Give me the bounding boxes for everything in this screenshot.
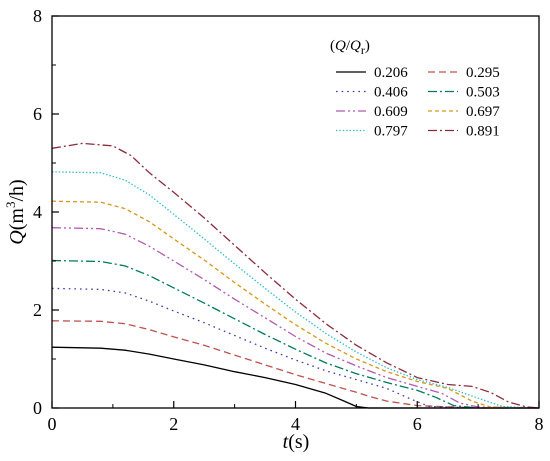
x-tick-label: 2: [169, 414, 178, 434]
y-axis-label-unit-post: /h): [6, 179, 28, 201]
legend-title-open: (: [330, 38, 335, 54]
series-line-0.609: [51, 227, 540, 409]
legend-label-0.797: 0.797: [374, 124, 408, 140]
legend-items: 0.206 0.295 0.406 0.503 0.609 0.697 0.797 0.891: [336, 65, 500, 140]
y-axis-label-var: Q: [6, 230, 28, 245]
y-axis-label-unit-sup: 3: [3, 202, 18, 209]
legend-label-0.406: 0.406: [374, 85, 408, 101]
legend-title-q: Q: [335, 38, 346, 54]
series-line-0.406: [51, 287, 539, 409]
y-tick-label: 6: [33, 104, 42, 124]
x-axis-label: t(s): [283, 431, 310, 453]
series-line-0.797: [51, 171, 540, 409]
series-line-0.891: [51, 142, 540, 409]
legend-title-close: ): [365, 38, 370, 54]
x-tick-label: 4: [291, 414, 300, 434]
y-axis-label: Q(m3/h): [3, 179, 28, 244]
y-tick-label: 4: [33, 202, 42, 222]
y-tick-label: 0: [33, 398, 42, 418]
y-axis-label-unit-pre: (m: [6, 208, 28, 231]
x-tick-label: 6: [413, 414, 422, 434]
legend-title-slash: /: [346, 38, 351, 54]
y-tick-label: 8: [33, 6, 42, 26]
series-line-0.697: [51, 200, 540, 409]
x-axis-label-var: t: [283, 431, 289, 453]
series-line-0.206: [51, 346, 539, 409]
legend-title-sub: r: [361, 43, 365, 57]
x-axis-label-unit: (s): [288, 431, 309, 453]
series-lines: [51, 142, 540, 409]
legend-label-0.295: 0.295: [466, 65, 500, 81]
legend-label-0.891: 0.891: [466, 124, 500, 140]
series-line-0.503: [51, 259, 539, 409]
legend-title-qr: Q: [350, 38, 361, 54]
axis-ticks: 0 2 4 6 8 0 2 4 6 8: [33, 6, 544, 434]
x-tick-label: 0: [48, 414, 57, 434]
legend-label-0.609: 0.609: [374, 104, 408, 120]
legend-title: (Q/Qr): [330, 38, 370, 57]
series-line-0.295: [51, 320, 539, 409]
x-tick-label: 8: [535, 414, 544, 434]
legend-label-0.206: 0.206: [374, 65, 408, 81]
y-tick-label: 2: [33, 300, 42, 320]
legend-label-0.503: 0.503: [466, 85, 500, 101]
legend-label-0.697: 0.697: [466, 104, 500, 120]
